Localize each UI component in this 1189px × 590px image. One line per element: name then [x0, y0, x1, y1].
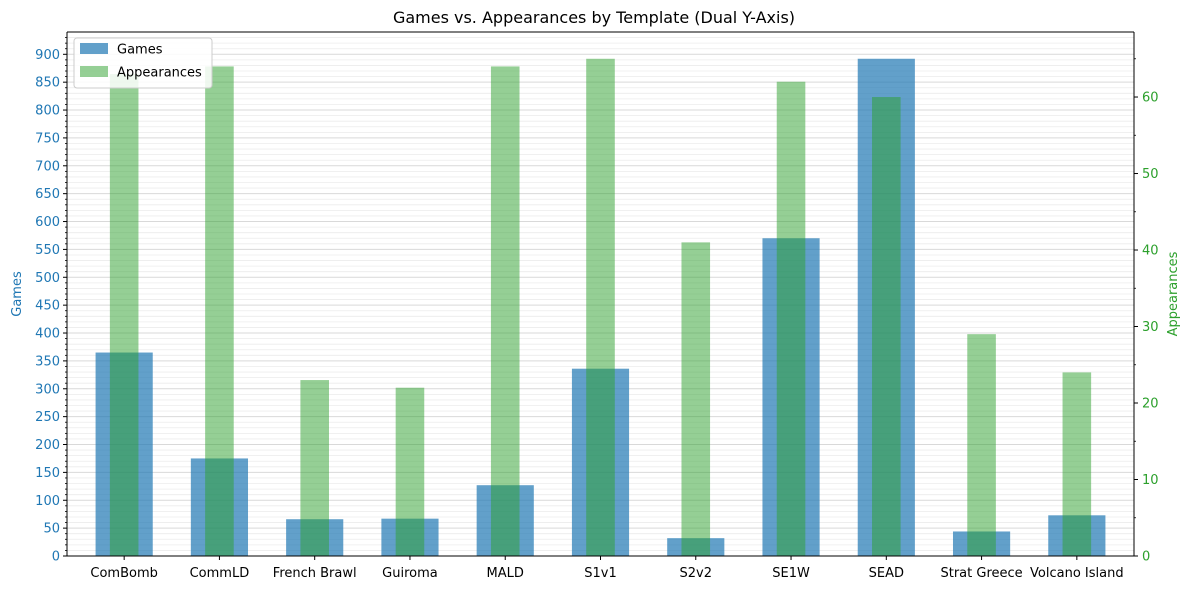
left-tick-label: 500 — [35, 271, 60, 286]
appearances-bar-10 — [1062, 372, 1092, 556]
legend: Games Appearances — [73, 37, 213, 89]
left-tick-label: 250 — [35, 410, 60, 425]
left-tick-label: 450 — [35, 299, 60, 314]
appearances-bar-0 — [109, 74, 139, 556]
right-tick-label: 20 — [1142, 397, 1159, 412]
right-tick-label: 30 — [1142, 320, 1159, 335]
x-tick-label: Volcano Island — [1030, 566, 1124, 581]
legend-swatch-appearances — [80, 66, 108, 77]
right-tick-label: 60 — [1142, 91, 1159, 106]
x-tick-label: French Brawl — [273, 566, 357, 581]
appearances-bar-2 — [300, 380, 329, 556]
right-tick-label: 10 — [1142, 473, 1159, 488]
left-tick-label: 400 — [35, 327, 60, 342]
x-tick-label: S2v2 — [680, 566, 713, 581]
x-tick-label: SEAD — [869, 566, 904, 581]
appearances-bar-4 — [490, 66, 520, 557]
left-tick-label: 750 — [35, 131, 60, 146]
left-tick-label: 650 — [35, 187, 60, 202]
chart-title: Games vs. Appearances by Template (Dual … — [393, 8, 795, 27]
right-tick-label: 40 — [1142, 244, 1159, 259]
legend-label-appearances: Appearances — [117, 66, 202, 81]
axes-layer: 0501001502002503003504004505005506006507… — [10, 31, 1181, 581]
x-tick-label: Guiroma — [382, 566, 438, 581]
x-tick-label: ComBomb — [90, 566, 157, 581]
legend-label-games: Games — [117, 43, 163, 58]
left-tick-label: 300 — [35, 382, 60, 397]
left-tick-label: 0 — [52, 550, 60, 565]
left-tick-label: 700 — [35, 159, 60, 174]
appearances-bar-9 — [967, 334, 996, 556]
left-tick-label: 850 — [35, 76, 60, 91]
appearances-bar-7 — [776, 81, 806, 556]
left-tick-label: 550 — [35, 243, 60, 258]
left-tick-label: 350 — [35, 354, 60, 369]
x-tick-label: SE1W — [772, 566, 810, 581]
left-axis-title: Games — [10, 271, 25, 317]
x-tick-label: Strat Greece — [940, 566, 1022, 581]
appearances-bar-3 — [395, 387, 425, 556]
left-tick-label: 900 — [35, 48, 60, 63]
left-tick-label: 50 — [43, 522, 60, 537]
left-tick-label: 150 — [35, 466, 60, 481]
bars-layer — [95, 58, 1106, 557]
appearances-bar-5 — [586, 58, 615, 557]
appearances-bar-6 — [681, 242, 711, 556]
right-tick-label: 50 — [1142, 167, 1159, 182]
legend-box — [73, 37, 213, 89]
left-tick-label: 200 — [35, 438, 60, 453]
left-tick-label: 800 — [35, 104, 60, 119]
legend-swatch-games — [80, 43, 108, 54]
x-tick-label: MALD — [487, 566, 524, 581]
right-tick-label: 0 — [1142, 550, 1150, 565]
right-axis-title: Appearances — [1166, 251, 1181, 336]
left-tick-label: 100 — [35, 494, 60, 509]
appearances-bar-8 — [872, 97, 901, 556]
appearances-bar-1 — [205, 66, 234, 557]
left-tick-label: 600 — [35, 215, 60, 230]
x-tick-label: S1v1 — [584, 566, 617, 581]
x-tick-label: CommLD — [190, 566, 250, 581]
